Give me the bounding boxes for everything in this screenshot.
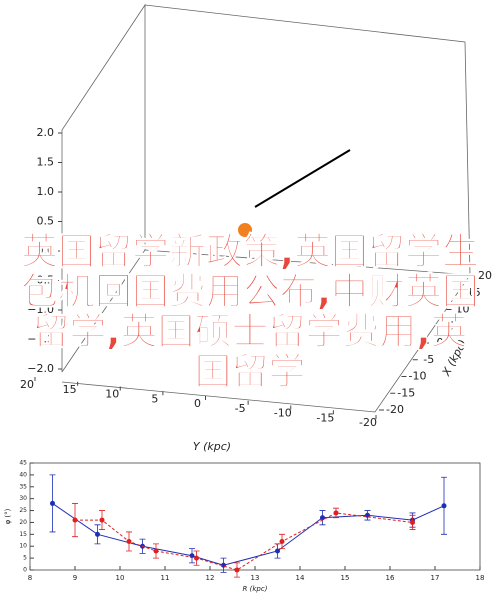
x-tick-label: 9: [73, 574, 77, 582]
z-tick-label: −0.5: [27, 274, 54, 287]
y-tick-label: -15: [316, 411, 334, 424]
z-tick-label: 1.5: [37, 156, 55, 169]
x-tick-label: 18: [476, 574, 485, 582]
y-axis-label: φ (°): [4, 508, 12, 524]
z-tick-label: 0.0: [37, 244, 55, 257]
x-tick-label: 10: [456, 303, 470, 316]
x-tick-label: 15: [341, 574, 350, 582]
point: [99, 517, 105, 523]
point: [50, 500, 55, 506]
x-tick-label: 8: [28, 574, 32, 582]
x-tick-label: 14: [296, 574, 305, 582]
x-tick-label: 10: [116, 574, 125, 582]
x-tick-label: 16: [386, 574, 395, 582]
overlay-line: 国留学: [194, 350, 306, 393]
z-tick-label: −1.0: [27, 303, 54, 316]
x-tick-label: 15: [467, 286, 481, 299]
x-tick-label: -10: [409, 370, 427, 383]
x-axis-label: R (kpc): [243, 585, 268, 593]
point: [279, 538, 285, 544]
cube-frame: [61, 3, 471, 413]
y-tick-label: 5: [151, 392, 158, 405]
z-tick-label: −2.0: [27, 362, 54, 375]
z-tick-label: 0.5: [37, 215, 55, 228]
y-tick-label: -10: [274, 407, 292, 420]
y-tick-label: 10: [105, 388, 119, 401]
overlay-text: 英国留学新政策,英国留学生 包机回国费用公布,中财英国 留学,英国硕士留学费用,英国…: [0, 230, 500, 393]
y-tick-label: -20: [359, 416, 377, 429]
point: [275, 548, 280, 554]
y-tick-label: 20: [20, 378, 34, 391]
x-tick-label: 13: [251, 574, 260, 582]
y-tick-label: 10: [19, 543, 27, 550]
overlay-line: 包机回国费用公布,中财英国: [20, 270, 480, 313]
x-tick-label: -15: [397, 386, 415, 399]
x-tick-label: 11: [161, 574, 170, 582]
point: [333, 510, 339, 516]
y-tick-label: 45: [19, 460, 27, 467]
point: [234, 567, 240, 573]
z-tick-label: 1.0: [37, 185, 55, 198]
overlay-line: 英国留学新政策,英国留学生: [20, 230, 480, 273]
y-tick-label: 0: [23, 567, 27, 574]
point: [95, 531, 100, 537]
point: [72, 517, 78, 523]
y-tick-label: 25: [19, 507, 27, 514]
series-line: [52, 503, 445, 566]
y-tick-label: -5: [235, 402, 246, 415]
x-tick-label: 17: [431, 574, 440, 582]
x-tick-label: 5: [448, 319, 455, 332]
y-tick-label: 0: [194, 397, 201, 410]
y-tick-label: 40: [19, 471, 27, 478]
y-tick-label: 15: [63, 383, 77, 396]
y-tick-label: 15: [19, 531, 27, 538]
x-tick-label: -20: [386, 403, 404, 416]
x-tick-label: 0: [437, 336, 444, 349]
point: [153, 548, 159, 554]
point: [441, 503, 447, 509]
x-tick-label: 20: [478, 269, 492, 282]
overlay-line: 留学,英国硕士留学费用,英: [32, 310, 468, 353]
z-tick-label: −1.5: [27, 333, 54, 346]
y-tick-label: 20: [19, 519, 27, 526]
y-tick-label: 30: [19, 495, 27, 502]
x-tick-label: 12: [206, 574, 215, 582]
y-tick-label: 35: [19, 483, 27, 490]
point: [194, 555, 199, 561]
y-tick-label: 5: [23, 555, 27, 562]
point: [320, 515, 325, 521]
z-tick-label: 2.0: [37, 126, 55, 139]
point: [410, 519, 415, 525]
point: [126, 538, 132, 544]
y-axis-label: Y (kpc): [193, 440, 231, 453]
x-tick-label: -5: [423, 353, 434, 366]
